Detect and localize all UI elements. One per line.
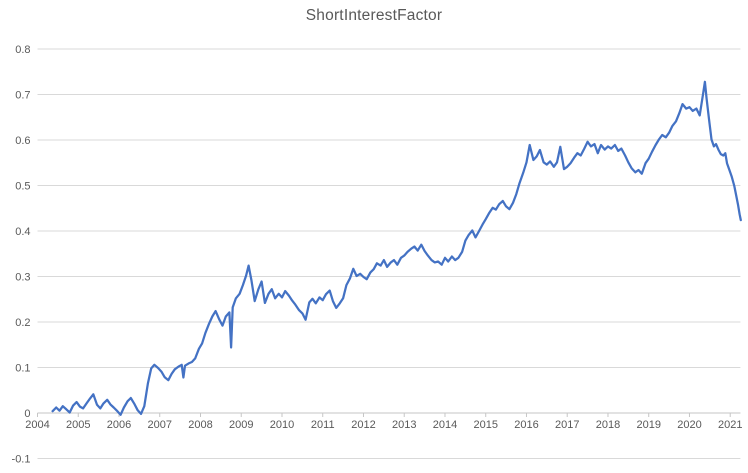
y-axis-tick-label: 0.7 xyxy=(15,90,30,102)
x-axis-tick-label: 2006 xyxy=(107,419,131,431)
x-axis-tick-label: 2020 xyxy=(677,419,701,431)
x-axis-tick-label: 2007 xyxy=(148,419,172,431)
y-axis-tick-label: 0.2 xyxy=(15,317,30,329)
x-axis-tick-label: 2005 xyxy=(66,419,90,431)
y-axis-tick-label: 0.1 xyxy=(15,363,30,375)
y-axis-tick-label: 0.6 xyxy=(15,135,30,147)
x-axis-tick-label: 2017 xyxy=(555,419,579,431)
x-axis-tick-label: 2011 xyxy=(311,419,335,431)
x-axis-tick-label: 2012 xyxy=(351,419,375,431)
series-line xyxy=(51,80,742,416)
x-axis-tick-label: 2016 xyxy=(514,419,538,431)
x-axis-tick-label: 2008 xyxy=(188,419,212,431)
x-axis-tick-label: 2019 xyxy=(636,419,660,431)
y-axis-tick-label: 0.8 xyxy=(15,44,30,56)
y-axis-tick-label: -0.1 xyxy=(12,454,31,466)
y-axis-tick-label: 0 xyxy=(24,408,30,420)
x-axis-tick-label: 2021 xyxy=(718,419,742,431)
y-axis-tick-label: 0.4 xyxy=(15,226,30,238)
x-axis-tick-label: 2018 xyxy=(596,419,620,431)
x-axis-tick-label: 2013 xyxy=(392,419,416,431)
x-axis-tick-label: 2010 xyxy=(270,419,294,431)
y-axis-tick-label: 0.5 xyxy=(15,181,30,193)
x-axis-tick-label: 2009 xyxy=(229,419,253,431)
x-axis-tick-label: 2014 xyxy=(433,419,457,431)
x-axis-tick-label: 2015 xyxy=(473,419,497,431)
x-axis-tick-label: 2004 xyxy=(25,419,49,431)
y-axis-tick-label: 0.3 xyxy=(15,272,30,284)
chart-title: ShortInterestFactor xyxy=(305,7,443,24)
